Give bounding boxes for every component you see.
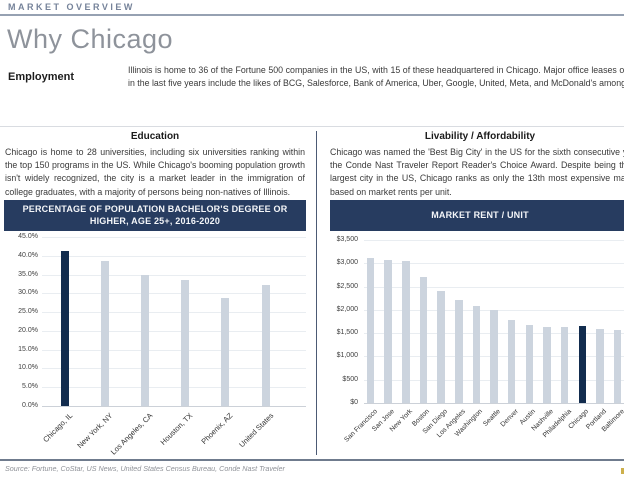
gridline (42, 330, 306, 332)
bar-washington (472, 305, 481, 403)
y-axis-tick-label: $1,500 (336, 329, 358, 337)
y-axis-tick-label: $2,500 (336, 282, 358, 290)
gridline (364, 240, 624, 241)
bar-denver (507, 319, 516, 403)
bottom-rule (0, 459, 624, 461)
gridline (364, 286, 624, 288)
livability-heading: Livability / Affordability (424, 131, 536, 142)
y-axis-tick-label: $3,000 (336, 259, 358, 267)
page-corner-mark (621, 468, 624, 474)
y-axis-tick-label: 20.0% (18, 326, 38, 334)
y-axis-tick-label: 5.0% (22, 383, 38, 391)
top-rule (0, 14, 624, 16)
bar-new-york (402, 260, 410, 403)
y-axis-tick-label: 10.0% (18, 364, 38, 372)
gridline (42, 312, 306, 314)
bar-los-angeles-ca (140, 274, 149, 406)
section-eyebrow: MARKET OVERVIEW (8, 2, 135, 12)
employment-section: Employment Illinois is home to 36 of the… (0, 64, 624, 90)
bachelors-degree-bar-chart: 45.0% 40.0% 35.0% 30.0% 25.0% 20.0% 15.0% 10.0%… (4, 233, 306, 457)
y-axis-tick-label: $1,000 (336, 352, 358, 360)
bar-austin (525, 324, 534, 403)
bar-san-diego (437, 290, 445, 403)
y-axis-tick-label: $500 (342, 375, 358, 383)
y-axis-tick-label: 15.0% (18, 345, 38, 353)
gridline (42, 255, 306, 257)
bar-los-angeles (455, 299, 463, 403)
bar-new-york-ny (100, 260, 109, 406)
gridline (42, 349, 306, 351)
bar-houston-tx (181, 280, 190, 406)
employment-label: Employment (8, 71, 75, 84)
bar-boston (419, 276, 428, 403)
gridline (42, 387, 306, 389)
education-paragraph: Chicago is home to 28 universities, incl… (5, 147, 305, 197)
source-note: Source: Fortune, CoStar, US News, United… (5, 464, 285, 473)
gridline (42, 237, 306, 238)
gridline (42, 406, 306, 407)
y-axis-tick-label: 30.0% (18, 289, 38, 297)
gridline (42, 274, 306, 276)
bar-phoenix-az (221, 297, 230, 406)
bar-philadelphia (560, 326, 569, 403)
bar-highlight-chicago (578, 325, 586, 403)
education-chart-title: PERCENTAGE OF POPULATION BACHELOR'S DEGR… (4, 200, 306, 231)
gridline (42, 293, 306, 295)
y-axis-tick-label: 40.0% (18, 251, 38, 259)
y-axis-tick-label: 0.0% (22, 402, 38, 409)
page-title: Why Chicago (7, 24, 174, 54)
bar-seattle (490, 309, 498, 403)
education-heading: Education (130, 131, 180, 142)
column-divider (316, 131, 317, 455)
gridline (364, 403, 624, 404)
livability-paragraph: Chicago was named the 'Best Big City' in… (330, 147, 624, 197)
bar-highlight-chicago-il (60, 251, 69, 406)
y-axis-tick-label: 25.0% (18, 308, 38, 316)
gridline (42, 368, 306, 370)
y-axis-tick-label: 45.0% (18, 233, 38, 240)
rent-chart-title: MARKET RENT / UNIT (330, 200, 624, 231)
employment-paragraph: Illinois is home to 36 of the Fortune 50… (128, 65, 624, 89)
y-axis-tick-label: 35.0% (18, 270, 38, 278)
y-axis-tick-label: $0 (350, 399, 358, 406)
bar-portland (596, 328, 604, 403)
gridline (364, 263, 624, 265)
section-divider (0, 126, 624, 127)
y-axis-tick-label: $2,000 (336, 305, 358, 313)
bar-san-jose (384, 260, 392, 403)
bar-san-francisco (366, 258, 375, 403)
bar-united-states (261, 285, 270, 406)
bar-nashville (543, 327, 551, 403)
market-rent-bar-chart: $3,500 $3,000 $2,500 $2,000 $1,500 $1,000 $500… (330, 236, 624, 457)
bar-baltimore (613, 329, 622, 403)
y-axis-tick-label: $3,500 (336, 236, 358, 243)
